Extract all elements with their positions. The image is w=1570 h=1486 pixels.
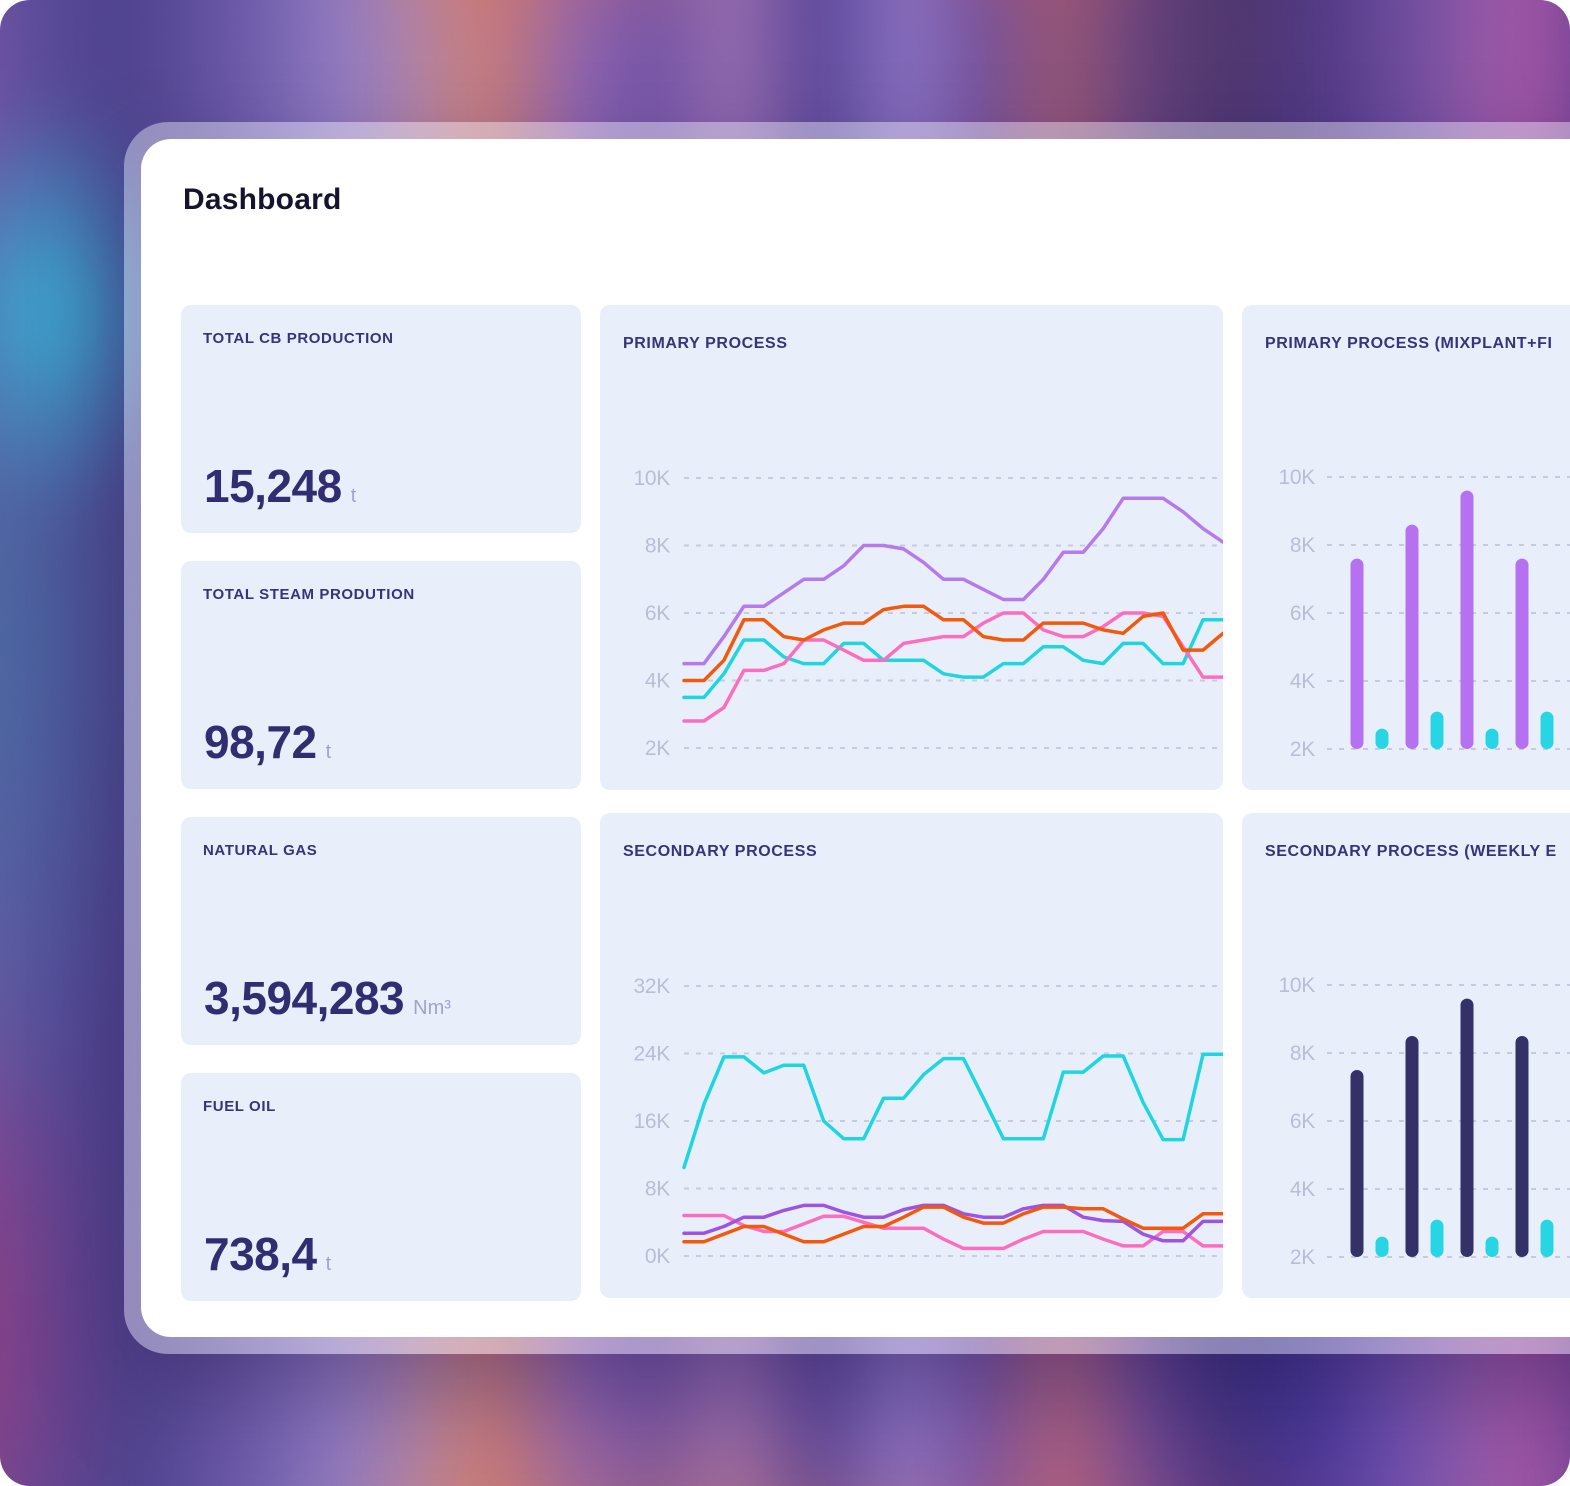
stat-card-total-cb-production: TOTAL CB PRODUCTION 15,248 t (181, 305, 581, 533)
bar-cyan-bars (1485, 1236, 1499, 1257)
dashboard-grid: TOTAL CB PRODUCTION 15,248 t TOTAL STEAM… (181, 305, 1570, 1301)
stat-label: TOTAL CB PRODUCTION (203, 330, 394, 347)
bar-cyan-bars (1540, 1219, 1554, 1257)
bar-charts-column: PRIMARY PROCESS (MIXPLANT+FI 10K 8K 6K 4K 2K… (1242, 305, 1570, 1301)
bar-cyan-bars (1375, 1236, 1389, 1257)
secondary-process-weekly-plot: 10K 8K 6K 4K 2K (1242, 813, 1570, 1298)
secondary-process-weekly-svg: 10K 8K 6K 4K 2K (1279, 974, 1570, 1269)
stat-label: NATURAL GAS (203, 842, 318, 859)
secondary-process-plot: 32K 24K 16K 8K 0K (600, 813, 1223, 1298)
y-tick-label: 8K (1290, 534, 1315, 557)
stat-value-row: 3,594,283 Nm³ (204, 971, 451, 1025)
stat-label: FUEL OIL (203, 1098, 276, 1115)
primary-process-card: PRIMARY PROCESS 10K 8K 6K 4K 2K (600, 305, 1223, 790)
bar-violet-bars (1350, 558, 1364, 749)
stat-value-row: 738,4 t (204, 1227, 331, 1281)
stat-value-row: 98,72 t (204, 715, 331, 769)
chart-title: SECONDARY PROCESS (WEEKLY E (1265, 843, 1557, 860)
y-tick-label: 10K (1279, 974, 1316, 997)
series-line-pink (682, 611, 1223, 723)
y-tick-label: 10K (1279, 466, 1316, 489)
bar-cyan-bars (1485, 728, 1499, 749)
series-line-cyan (682, 1052, 1223, 1170)
y-tick-label: 8K (645, 1178, 670, 1201)
line-charts-column: PRIMARY PROCESS 10K 8K 6K 4K 2K SECONDARY PR… (600, 305, 1223, 1301)
bar-navy-bars (1460, 998, 1474, 1257)
chart-title: PRIMARY PROCESS (623, 335, 788, 352)
stat-unit: t (325, 741, 332, 763)
primary-process-plot: 10K 8K 6K 4K 2K (600, 305, 1223, 790)
series-line-cyan (682, 618, 1223, 700)
bar-cyan-bars (1375, 728, 1389, 749)
stat-unit: t (325, 1253, 332, 1275)
stat-card-fuel-oil: FUEL OIL 738,4 t (181, 1073, 581, 1301)
y-tick-label: 8K (645, 535, 670, 558)
stat-unit: t (350, 485, 357, 507)
y-tick-label: 6K (1290, 602, 1315, 625)
dashboard-panel: Dashboard TOTAL CB PRODUCTION 15,248 t T… (141, 139, 1570, 1337)
bar-cyan-bars (1540, 711, 1554, 749)
primary-process-svg: 10K 8K 6K 4K 2K (634, 467, 1223, 760)
stat-value: 98,72 (204, 716, 317, 768)
y-tick-label: 32K (634, 975, 671, 998)
secondary-process-weekly-card: SECONDARY PROCESS (WEEKLY E 10K 8K 6K 4K 2K (1242, 813, 1570, 1298)
primary-process-mixplant-card: PRIMARY PROCESS (MIXPLANT+FI 10K 8K 6K 4K 2K (1242, 305, 1570, 790)
bar-navy-bars (1515, 1036, 1529, 1257)
stats-column: TOTAL CB PRODUCTION 15,248 t TOTAL STEAM… (181, 305, 581, 1301)
primary-process-mixplant-svg: 10K 8K 6K 4K 2K (1279, 466, 1570, 761)
bar-cyan-bars (1430, 711, 1444, 749)
stat-label: TOTAL STEAM PRODUTION (203, 586, 415, 603)
y-tick-label: 4K (1290, 670, 1315, 693)
y-tick-label: 0K (645, 1245, 670, 1268)
page-title: Dashboard (183, 183, 342, 216)
stat-value: 738,4 (204, 1228, 317, 1280)
y-tick-label: 2K (1290, 738, 1315, 761)
y-tick-label: 4K (645, 670, 670, 693)
secondary-process-card: SECONDARY PROCESS 32K 24K 16K 8K 0K (600, 813, 1223, 1298)
chart-title: PRIMARY PROCESS (MIXPLANT+FI (1265, 335, 1553, 352)
stat-unit: Nm³ (413, 997, 451, 1019)
chart-title: SECONDARY PROCESS (623, 843, 818, 860)
y-tick-label: 2K (1290, 1246, 1315, 1269)
y-tick-label: 6K (645, 602, 670, 625)
secondary-process-svg: 32K 24K 16K 8K 0K (634, 975, 1223, 1268)
stat-value: 3,594,283 (204, 972, 405, 1024)
primary-process-mixplant-plot: 10K 8K 6K 4K 2K (1242, 305, 1570, 790)
y-tick-label: 2K (645, 737, 670, 760)
bar-navy-bars (1350, 1070, 1364, 1257)
y-tick-label: 10K (634, 467, 671, 490)
glass-frame: Dashboard TOTAL CB PRODUCTION 15,248 t T… (124, 122, 1570, 1354)
y-tick-label: 8K (1290, 1042, 1315, 1065)
stat-value: 15,248 (204, 460, 342, 512)
bar-violet-bars (1515, 558, 1529, 749)
bar-violet-bars (1460, 490, 1474, 749)
stat-value-row: 15,248 t (204, 459, 356, 513)
y-tick-label: 6K (1290, 1110, 1315, 1133)
bar-violet-bars (1405, 524, 1419, 749)
y-tick-label: 16K (634, 1110, 671, 1133)
bar-navy-bars (1405, 1036, 1419, 1257)
y-tick-label: 24K (634, 1043, 671, 1066)
series-line-orange (682, 1205, 1223, 1244)
bar-cyan-bars (1430, 1219, 1444, 1257)
stat-card-natural-gas: NATURAL GAS 3,594,283 Nm³ (181, 817, 581, 1045)
y-tick-label: 4K (1290, 1178, 1315, 1201)
stat-card-total-steam-prodution: TOTAL STEAM PRODUTION 98,72 t (181, 561, 581, 789)
